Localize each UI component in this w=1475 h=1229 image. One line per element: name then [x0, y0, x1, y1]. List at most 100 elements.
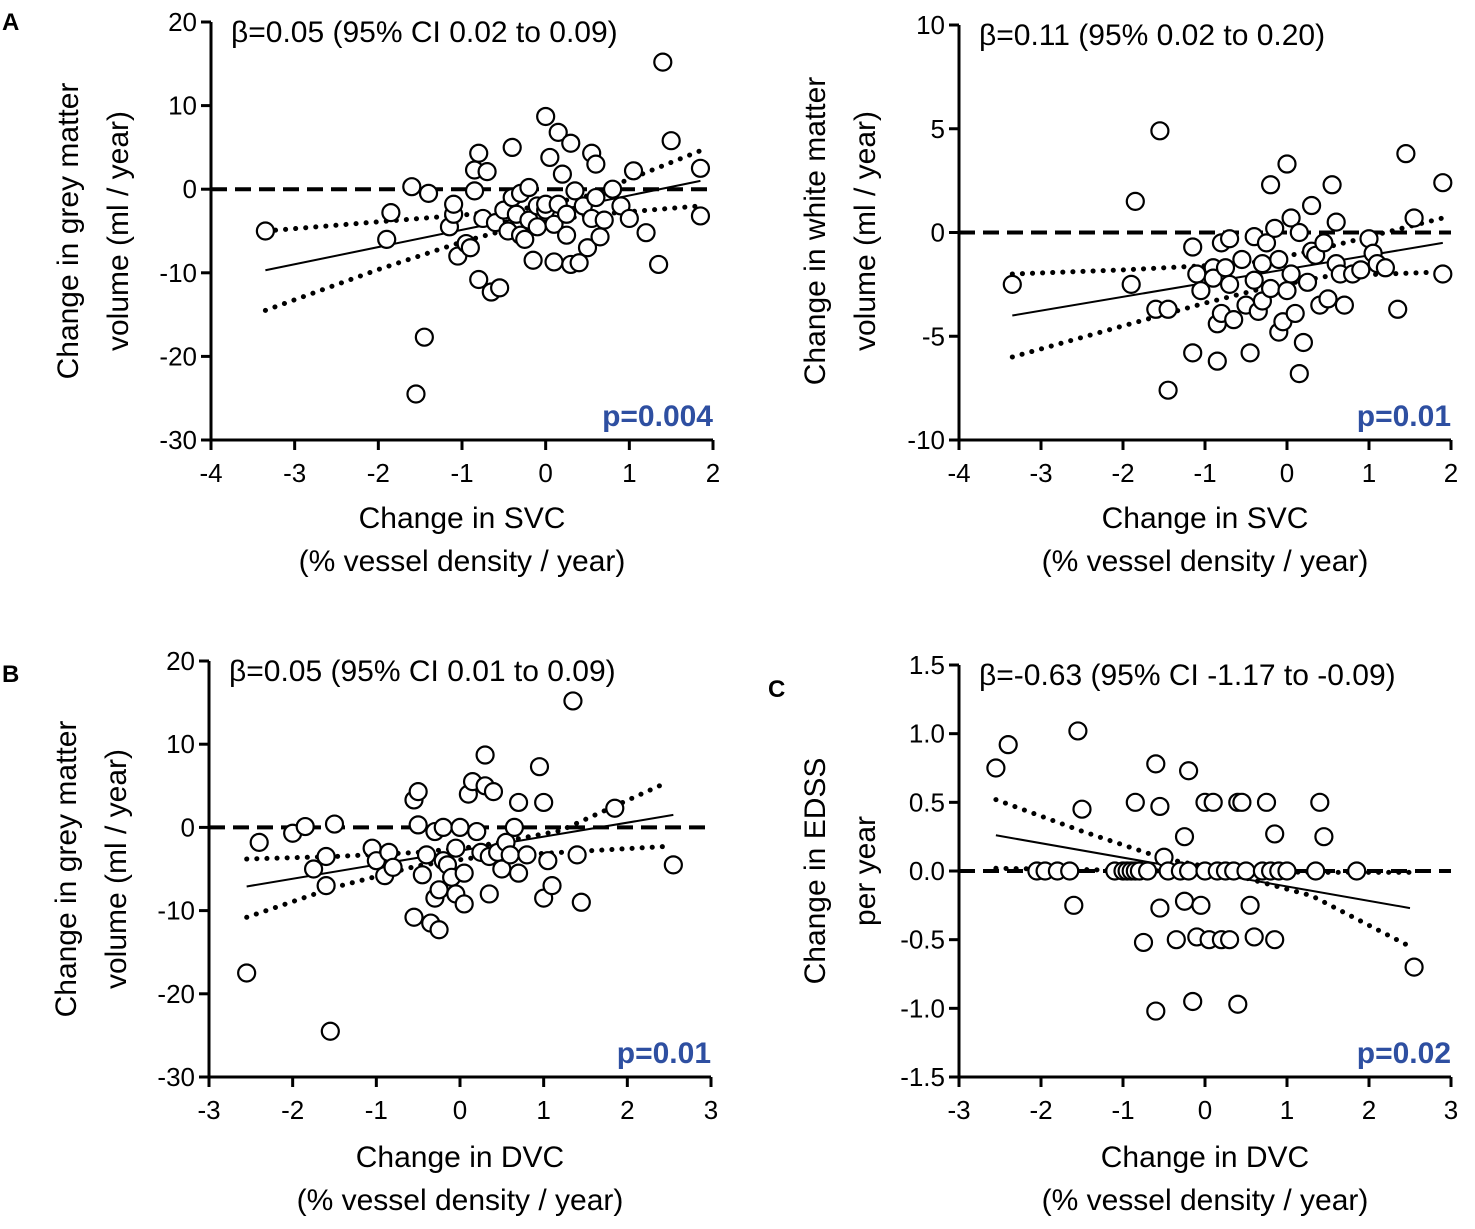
beta-annotation: β=-0.63 (95% CI -1.17 to -0.09): [979, 659, 1396, 692]
data-point: [1285, 303, 1305, 324]
x-tick-label: 0: [538, 458, 552, 488]
data-point: [517, 845, 537, 865]
y-tick-label: 0: [931, 218, 945, 248]
data-point: [508, 863, 529, 883]
data-point: [523, 250, 543, 270]
data-point: [1289, 222, 1309, 243]
data-point: [1322, 175, 1342, 195]
data-point: [1314, 827, 1334, 847]
y-axis-subtitle: volume (ml / year): [102, 111, 135, 351]
y-tick-label: 0.5: [909, 787, 945, 817]
data-point: [1252, 254, 1273, 274]
data-point: [1178, 761, 1199, 781]
data-point: [1256, 792, 1277, 812]
data-point: [316, 876, 336, 896]
data-point: [1297, 272, 1318, 292]
data-point: [1433, 173, 1453, 193]
data-point: [515, 229, 535, 249]
data-point: [1191, 895, 1211, 915]
data-point: [1240, 343, 1260, 363]
x-tick-label: -1: [450, 458, 473, 488]
data-point: [1219, 930, 1240, 950]
data-point: [237, 963, 257, 983]
data-point: [542, 876, 562, 896]
data-point: [1228, 994, 1248, 1014]
x-axis-subtitle: (% vessel density / year): [297, 1184, 624, 1217]
data-point: [1183, 991, 1203, 1012]
y-axis-subtitle: volume (ml / year): [100, 749, 133, 989]
y-tick-label: 0.0: [909, 856, 945, 886]
y-axis-subtitle: volume (ml / year): [849, 111, 882, 351]
data-point: [1125, 191, 1145, 211]
data-point: [556, 204, 577, 224]
x-tick-label: 2: [620, 1095, 634, 1125]
x-tick-label: -3: [197, 1095, 220, 1125]
data-point: [1150, 121, 1170, 141]
data-point: [1002, 274, 1022, 294]
data-point: [544, 252, 564, 272]
y-tick-label: 1.5: [909, 650, 945, 680]
x-tick-label: 2: [706, 458, 720, 488]
data-point: [661, 131, 681, 151]
data-point: [414, 327, 434, 347]
data-point: [467, 821, 487, 842]
x-tick-label: 1: [622, 458, 636, 488]
p-value: p=0.01: [617, 1037, 711, 1070]
x-tick-label: 3: [1444, 1095, 1458, 1125]
data-point: [454, 894, 474, 914]
data-point: [1072, 799, 1092, 819]
x-tick-label: -1: [1111, 1095, 1134, 1125]
x-tick-label: 0: [1198, 1095, 1212, 1125]
data-point: [1150, 898, 1170, 918]
data-point: [1207, 351, 1227, 371]
data-point: [586, 187, 606, 208]
x-tick-label: 3: [704, 1095, 718, 1125]
data-point: [433, 817, 453, 838]
data-point: [577, 238, 598, 258]
data-point: [1146, 1001, 1166, 1021]
x-tick-label: 0: [453, 1095, 467, 1125]
data-point: [690, 158, 711, 178]
data-point: [586, 154, 606, 174]
p-value: p=0.01: [1357, 400, 1451, 433]
panel-label: A: [2, 9, 19, 36]
data-point: [377, 229, 397, 249]
x-tick-label: -2: [281, 1095, 304, 1125]
y-tick-label: -10: [907, 425, 945, 455]
data-point: [1256, 233, 1277, 253]
y-tick-label: -10: [159, 258, 197, 288]
data-point: [590, 227, 610, 247]
data-point: [500, 845, 520, 865]
data-point: [556, 225, 577, 245]
data-point: [1174, 827, 1195, 847]
data-point: [475, 745, 495, 765]
data-point: [565, 181, 585, 201]
x-tick-label: -2: [367, 458, 390, 488]
data-point: [563, 691, 583, 711]
data-point: [1133, 932, 1154, 953]
data-point: [1277, 861, 1297, 881]
panel-label: C: [768, 676, 785, 703]
data-point: [1351, 260, 1371, 280]
data-point: [623, 161, 644, 181]
data-point: [1158, 299, 1178, 319]
y-tick-label: 5: [931, 114, 945, 144]
data-point: [1125, 792, 1145, 812]
y-tick-label: 0: [183, 174, 197, 204]
data-point: [1375, 258, 1396, 278]
data-point: [1281, 208, 1301, 228]
data-point: [1150, 796, 1170, 817]
data-point: [324, 814, 345, 834]
data-point: [502, 137, 522, 157]
y-tick-label: -20: [157, 979, 195, 1009]
y-axis-title: Change in grey matter: [50, 721, 83, 1018]
panel-label: B: [2, 661, 19, 688]
y-tick-label: -30: [157, 1062, 195, 1092]
data-point: [663, 855, 683, 875]
y-axis-subtitle: per year: [849, 816, 882, 926]
data-point: [538, 851, 558, 871]
data-point: [1396, 144, 1416, 164]
data-point: [571, 892, 591, 912]
